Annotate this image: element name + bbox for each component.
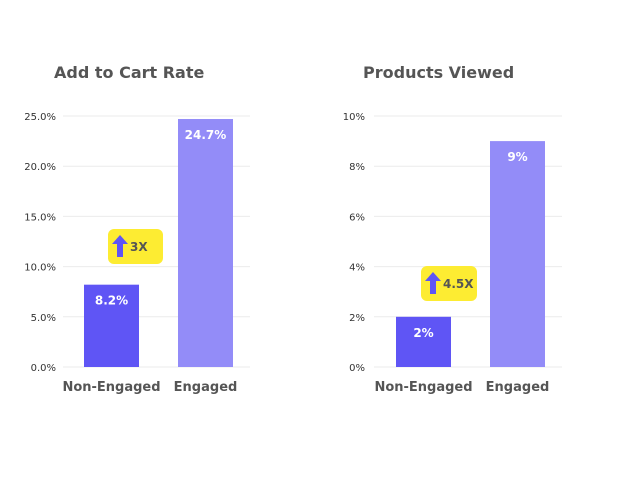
y-tick-label: 20.0% (24, 162, 56, 173)
y-tick-label: 2% (349, 313, 365, 324)
up-arrow-icon (425, 272, 441, 294)
multiplier-badge: 3X (108, 229, 163, 264)
category-label: Non-Engaged (62, 380, 160, 395)
data-label: 2% (413, 326, 433, 340)
data-label: 8.2% (95, 294, 128, 308)
chart-title: Products Viewed (363, 63, 514, 82)
up-arrow-icon (112, 235, 128, 257)
bar-non-engaged (396, 316, 451, 367)
y-tick-label: 10.0% (24, 263, 56, 274)
y-tick-label: 25.0% (24, 112, 56, 123)
y-tick-label: 10% (343, 112, 365, 123)
bar-non-engaged (84, 284, 139, 367)
data-label: 24.7% (185, 128, 227, 142)
category-label: Engaged (486, 380, 550, 395)
category-label: Non-Engaged (374, 380, 472, 395)
y-tick-label: 8% (349, 162, 365, 173)
y-tick-label: 5.0% (31, 313, 56, 324)
y-tick-label: 4% (349, 263, 365, 274)
data-label: 9% (507, 150, 527, 164)
chart-2: Products Viewed 0% 2% 4% 6% 8% 10% 2% Non-Engage… (343, 63, 562, 395)
bar-engaged (490, 141, 545, 367)
y-tick-label: 0% (349, 363, 365, 374)
y-tick-label: 6% (349, 212, 365, 223)
chart-1: Add to Cart Rate 0.0% 5.0% 10.0% 15.0% 20.0% 2… (24, 63, 250, 395)
badge-label: 4.5X (443, 277, 474, 291)
y-tick-label: 15.0% (24, 212, 56, 223)
chart-title: Add to Cart Rate (54, 63, 204, 82)
category-label: Engaged (174, 380, 238, 395)
badge-label: 3X (130, 240, 148, 254)
y-tick-label: 0.0% (31, 363, 56, 374)
bar-engaged (178, 119, 233, 368)
multiplier-badge: 4.5X (421, 266, 477, 301)
